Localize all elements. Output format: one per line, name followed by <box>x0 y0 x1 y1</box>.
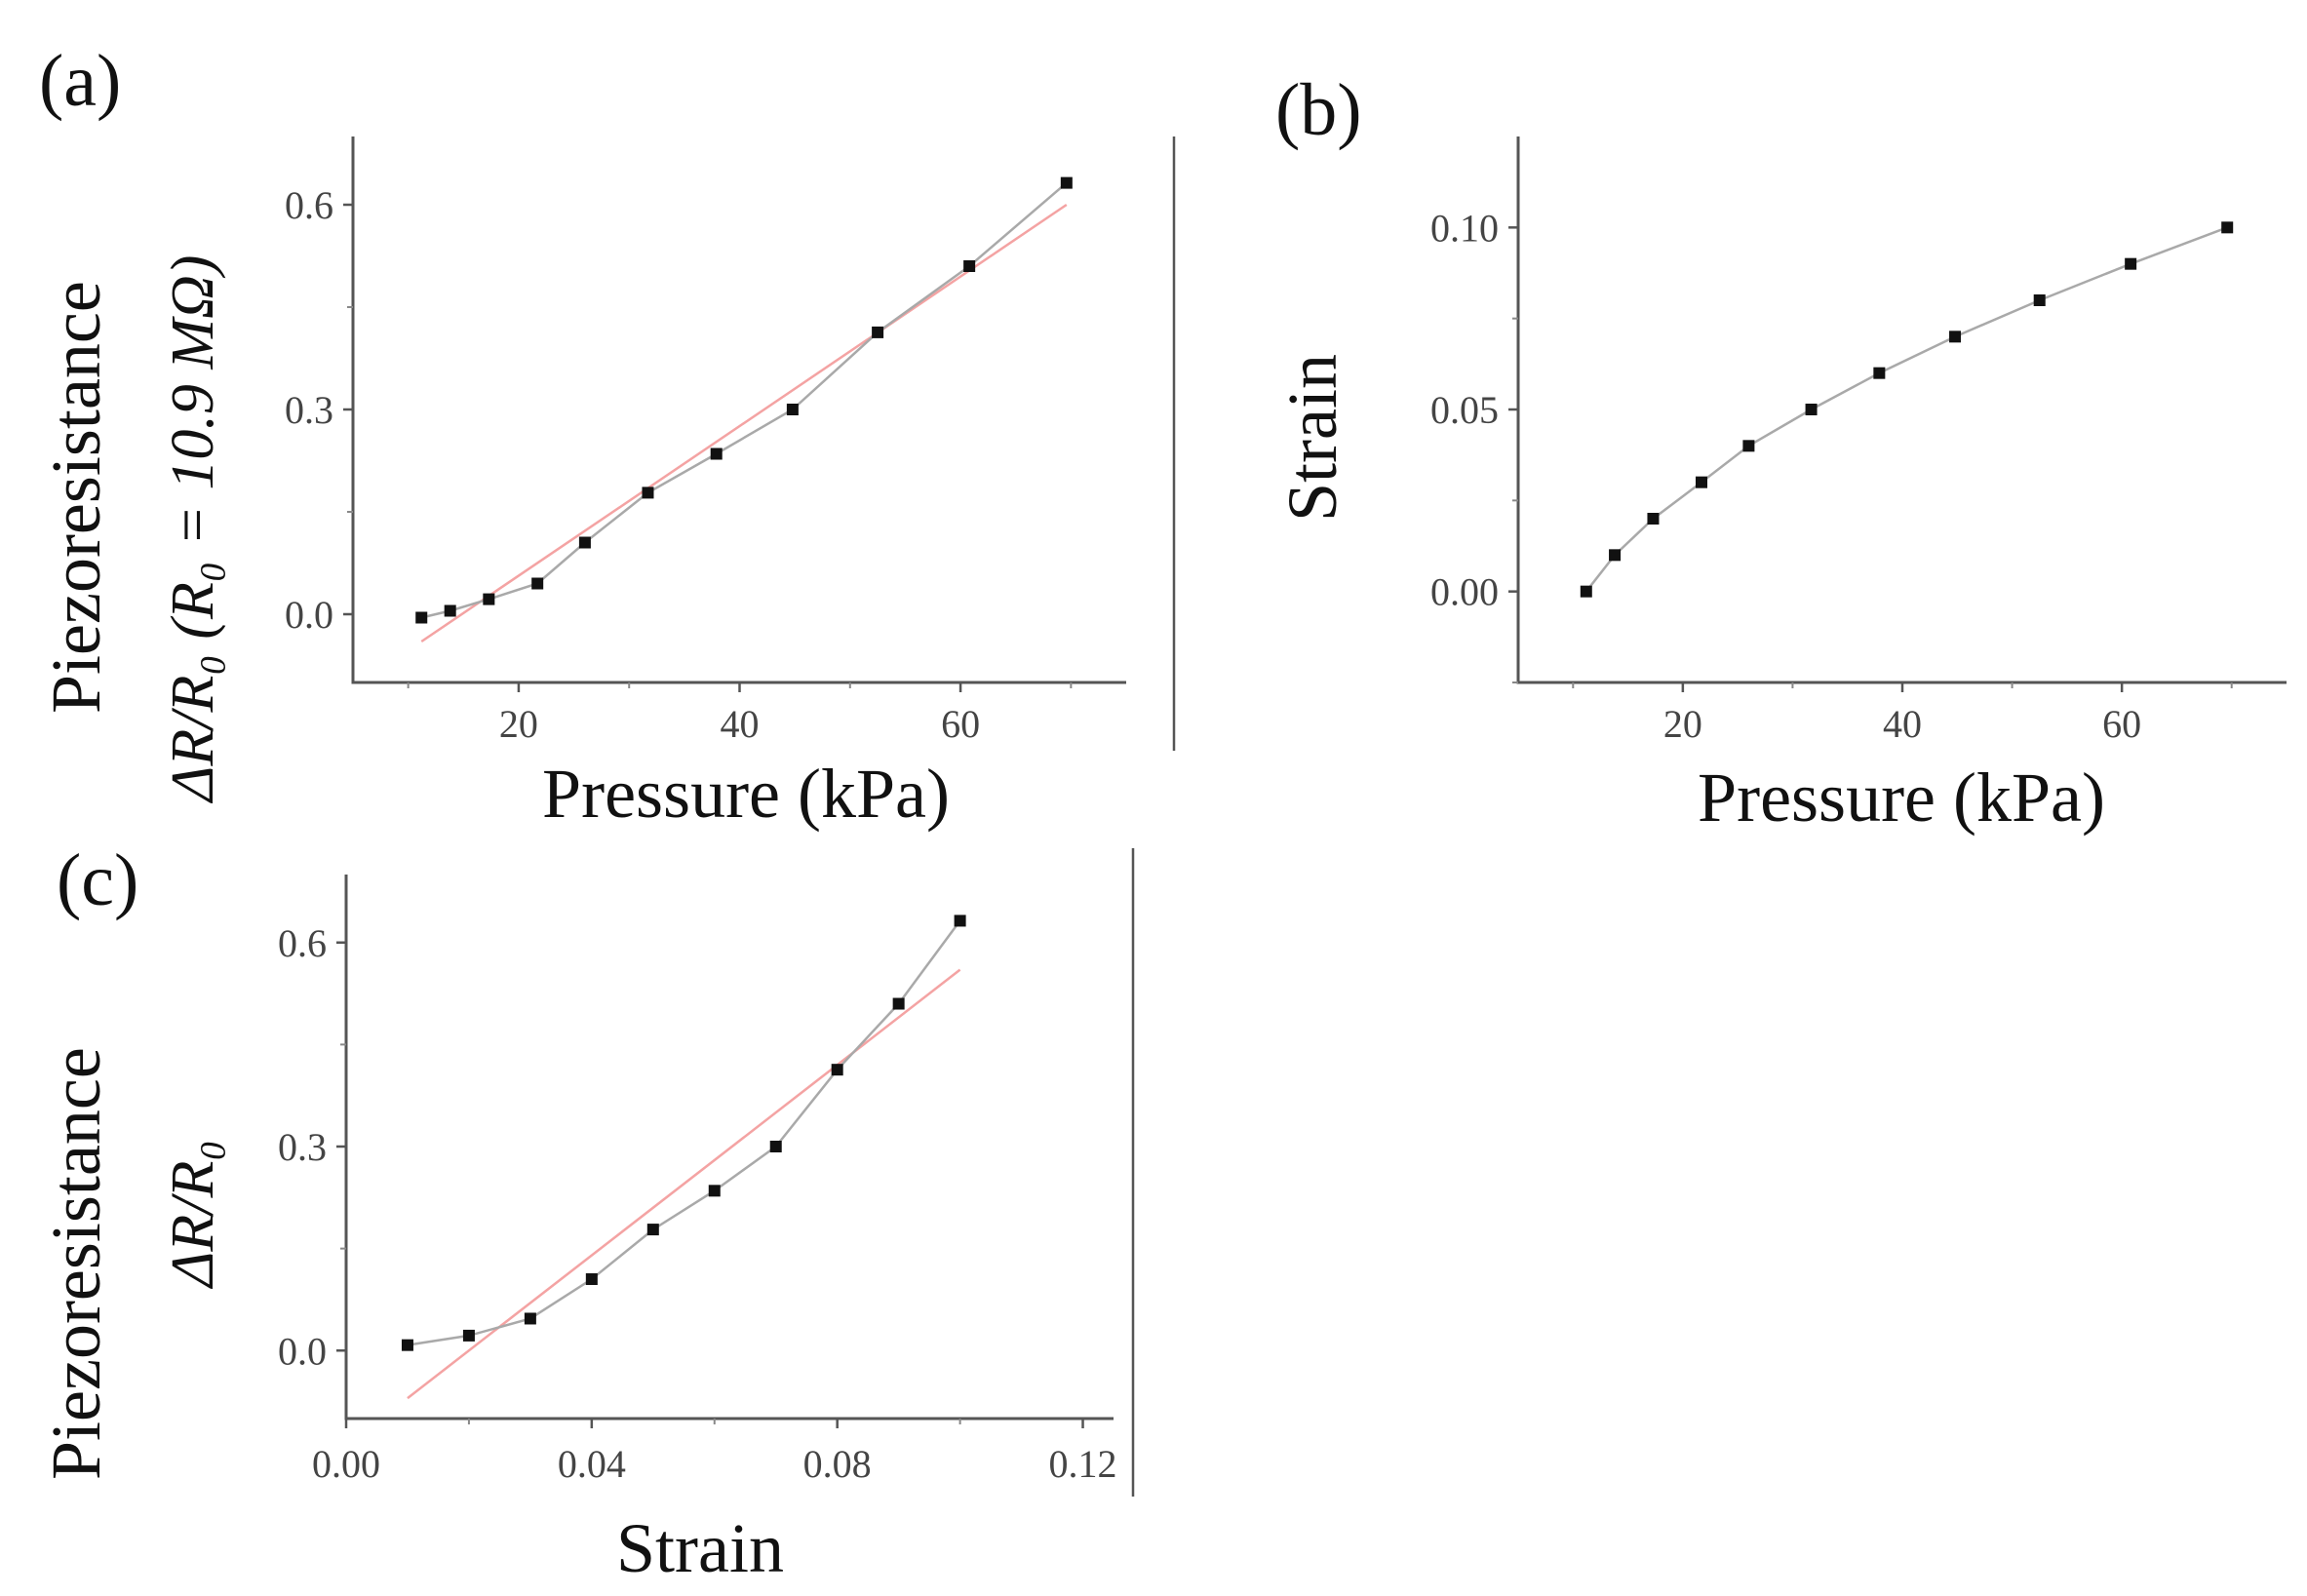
panel-c-axes: 0.0 0.3 0.6 0.00 0.04 0.08 0.12 <box>278 875 1117 1486</box>
panel-c-data-point <box>585 1273 598 1286</box>
panel-a-xlabel: Pressure (kPa) <box>542 755 950 833</box>
panel-a-data-point <box>415 611 428 624</box>
panel-a-axis-frame <box>351 136 1126 684</box>
panel-b-xtick-label: 40 <box>1883 702 1922 746</box>
panel-b-label: (b) <box>1275 69 1362 151</box>
panel-b-data-point <box>1873 367 1886 379</box>
panel-a-series-line <box>420 181 1068 619</box>
panel-c-data-point <box>708 1185 721 1197</box>
panel-b-data-point <box>1609 549 1622 562</box>
panel-a-data-point <box>1060 176 1073 189</box>
panel-c-data-point <box>769 1141 782 1152</box>
panel-b-xlabel: Pressure (kPa) <box>1698 759 2105 837</box>
panel-c-ylabel-line1: Piezoresistance <box>37 1047 115 1480</box>
panel-b-ytick-label: 0.10 <box>1430 206 1499 250</box>
panel-a-ytick-label: 0.3 <box>285 388 333 432</box>
panel-a-fit-line <box>420 203 1068 643</box>
panel-a-xtick-label: 40 <box>721 702 760 746</box>
panel-c-xlabel: Strain <box>616 1509 784 1587</box>
panel-b-ylabel: Strain <box>1273 354 1351 522</box>
panel-c-xtick-label: 0.00 <box>312 1442 380 1486</box>
panel-c-ytick-label: 0.6 <box>278 921 327 965</box>
panel-b-xtick-label: 60 <box>2102 702 2141 746</box>
panel-c-xtick-label: 0.12 <box>1049 1442 1117 1486</box>
panel-c-series-line <box>407 919 961 1346</box>
panel-a-data-point <box>642 487 654 499</box>
panel-a-data-point <box>531 577 544 590</box>
panel-a-data-point <box>444 604 456 617</box>
panel-c-data-point <box>892 997 905 1010</box>
panel-c-data-point <box>831 1064 843 1076</box>
panel-c-xtick-label: 0.08 <box>803 1442 872 1486</box>
panel-b-data-point <box>2125 257 2137 270</box>
panel-b-axes: 0.00 0.05 0.10 20 40 60 <box>1430 136 2287 746</box>
panel-c-ylabel-line2: ΔR/R₀ <box>160 1140 226 1290</box>
panel-c-label: (c) <box>57 839 138 921</box>
panel-b-data-point <box>1647 513 1660 525</box>
panel-b-data-point <box>1742 440 1755 452</box>
panel-b: (b) Strain 0.00 0.05 0.10 20 40 60 Pressure (… <box>1273 69 2287 837</box>
panel-b-data-point <box>1695 476 1707 488</box>
panel-c-data-point <box>462 1329 475 1342</box>
panel-a-data-point <box>963 260 976 272</box>
panel-b-data-point <box>1949 331 1962 343</box>
panel-c-data-point <box>401 1339 413 1351</box>
panel-b-data-point <box>1805 404 1818 415</box>
panel-a-xtick-label: 20 <box>499 702 538 746</box>
panel-c-fit-line <box>407 968 961 1400</box>
panel-c-xtick-label: 0.04 <box>558 1442 626 1486</box>
panel-a-ylabel-line1: Piezoresistance <box>37 281 115 714</box>
panel-b-ylabel-text: Strain <box>1273 354 1351 522</box>
panel-c: (c) Piezoresistance ΔR/R₀ 0.00.30.60.00 0… <box>37 839 1117 1587</box>
panel-b-axis-frame <box>1516 136 2287 684</box>
panel-a-data-point <box>483 593 495 605</box>
panel-a-ytick-label: 0.6 <box>285 183 333 227</box>
panel-a-axes: 0.0 0.3 0.6 20 40 60 <box>285 136 1126 746</box>
panel-a-ytick-label: 0.0 <box>285 593 333 637</box>
panel-a-data-point <box>578 536 591 549</box>
panel-b-data-point <box>2221 221 2234 234</box>
panel-a-xtick-label: 60 <box>941 702 980 746</box>
panel-b-ytick-label: 0.05 <box>1430 388 1499 432</box>
panel-c-data-point <box>646 1224 659 1236</box>
panel-c-data-point <box>524 1312 536 1325</box>
panel-b-ytick-label: 0.00 <box>1430 570 1499 614</box>
panel-c-ylabel: Piezoresistance <box>37 1047 115 1480</box>
panel-b-series-line <box>1584 226 2228 593</box>
panel-b-xtick-label: 20 <box>1663 702 1702 746</box>
panel-a-label: (a) <box>39 40 121 122</box>
panel-a-data-point <box>786 404 799 415</box>
panel-a-ylabel-2: ΔR/R₀ (R₀ = 10.9 MΩ) <box>160 255 226 804</box>
panel-c-ytick-label: 0.3 <box>278 1125 327 1169</box>
panel-b-data-point <box>2033 294 2046 306</box>
panel-b-data-point <box>1580 585 1592 598</box>
panel-a: (a) Piezoresistance ΔR/R₀ (R₀ = 10.9 MΩ)… <box>37 40 1126 833</box>
panel-c-data-point <box>954 915 966 927</box>
panel-a-ylabel: Piezoresistance <box>37 281 115 714</box>
panel-c-ylabel-2: ΔR/R₀ <box>160 1140 226 1290</box>
panel-a-data-point <box>710 448 723 460</box>
panel-c-ytick-label: 0.0 <box>278 1329 327 1373</box>
panel-a-ylabel-line2: ΔR/R₀ (R₀ = 10.9 MΩ) <box>160 255 226 804</box>
panel-a-data-point <box>872 326 884 338</box>
